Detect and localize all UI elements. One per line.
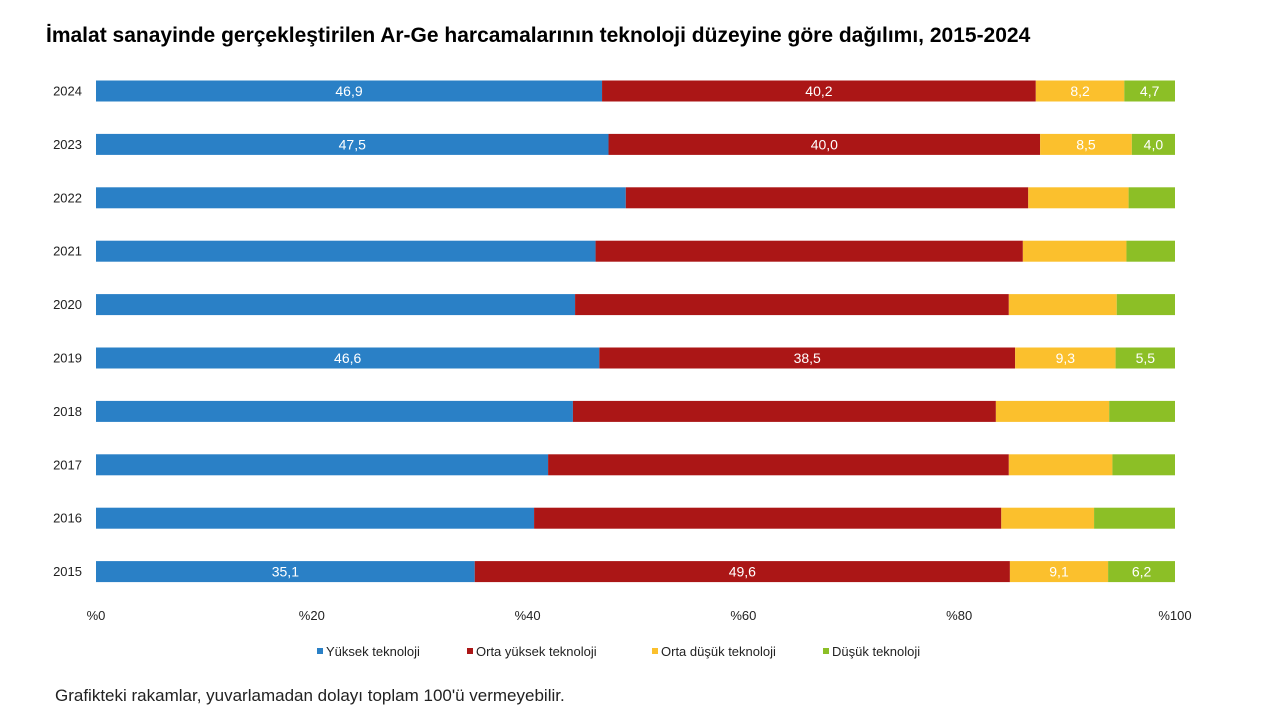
category-label-2019: 2019 bbox=[53, 351, 82, 366]
bar-2024-series-2 bbox=[1035, 80, 1125, 102]
bar-2017-series-1 bbox=[548, 454, 1009, 476]
bar-2016-series-2 bbox=[1001, 507, 1095, 529]
bar-2017-series-3 bbox=[1112, 454, 1175, 476]
legend-item-0: Yüksek teknoloji bbox=[317, 644, 420, 659]
legend-label-3: Düşük teknoloji bbox=[832, 644, 920, 659]
data-label-2023-series-1: 40,0 bbox=[811, 136, 838, 152]
x-tick-label-0: %0 bbox=[87, 608, 106, 623]
bar-2015-series-1 bbox=[474, 561, 1010, 583]
category-label-2017: 2017 bbox=[53, 457, 82, 472]
bar-2020-series-2 bbox=[1008, 294, 1117, 316]
legend-label-2: Orta düşük teknoloji bbox=[661, 644, 776, 659]
category-label-2022: 2022 bbox=[53, 190, 82, 205]
data-label-2019-series-3: 5,5 bbox=[1136, 350, 1156, 366]
bar-2019-series-1 bbox=[599, 347, 1016, 369]
bar-2017-series-0 bbox=[96, 454, 549, 476]
data-label-2023-series-2: 8,5 bbox=[1076, 136, 1096, 152]
bar-2022-series-0 bbox=[96, 187, 626, 209]
data-label-2015-series-1: 49,6 bbox=[729, 564, 756, 580]
bar-2024-series-1 bbox=[602, 80, 1036, 102]
data-label-2024-series-1: 40,2 bbox=[805, 83, 832, 99]
data-label-2024-series-0: 46,9 bbox=[335, 83, 362, 99]
bar-2016-series-0 bbox=[96, 507, 535, 529]
x-tick-label-4: %80 bbox=[946, 608, 972, 623]
bar-2016-series-3 bbox=[1094, 507, 1175, 529]
bar-2023-series-2 bbox=[1040, 133, 1132, 155]
category-label-2018: 2018 bbox=[53, 404, 82, 419]
legend-item-2: Orta düşük teknoloji bbox=[652, 644, 776, 659]
bar-2020-series-0 bbox=[96, 294, 576, 316]
category-label-2015: 2015 bbox=[53, 564, 82, 579]
category-label-2024: 2024 bbox=[53, 84, 82, 99]
bar-2021-series-3 bbox=[1126, 240, 1175, 262]
bar-2018-series-2 bbox=[995, 400, 1110, 422]
bar-2015-series-0 bbox=[96, 561, 475, 583]
x-tick-label-5: %100 bbox=[1158, 608, 1191, 623]
bar-2019-series-2 bbox=[1015, 347, 1116, 369]
x-tick-label-2: %40 bbox=[515, 608, 541, 623]
legend-swatch-3 bbox=[823, 648, 829, 654]
category-label-2021: 2021 bbox=[53, 244, 82, 259]
category-label-2020: 2020 bbox=[53, 297, 82, 312]
axis-layer: 2024 2023 2022 2021 2020 2019 2018 2017 2016 2015… bbox=[53, 84, 1192, 624]
bars-layer: 46,9 40,2 8,2 4,7 47,5 40,0 8,5 4,0 46,6 38,5 9,3 5… bbox=[96, 80, 1175, 583]
bar-2019-series-3 bbox=[1115, 347, 1175, 369]
bar-2022-series-3 bbox=[1128, 187, 1175, 209]
legend-label-0: Yüksek teknoloji bbox=[326, 644, 420, 659]
bar-2016-series-1 bbox=[534, 507, 1002, 529]
bar-2023-series-1 bbox=[608, 133, 1041, 155]
bar-2022-series-2 bbox=[1028, 187, 1129, 209]
data-label-2024-series-2: 8,2 bbox=[1070, 83, 1090, 99]
legend-item-1: Orta yüksek teknoloji bbox=[467, 644, 597, 659]
data-label-2015-series-3: 6,2 bbox=[1132, 564, 1152, 580]
legend-label-1: Orta yüksek teknoloji bbox=[476, 644, 597, 659]
data-label-2024-series-3: 4,7 bbox=[1140, 83, 1160, 99]
x-tick-label-1: %20 bbox=[299, 608, 325, 623]
bar-2017-series-2 bbox=[1008, 454, 1113, 476]
bar-2022-series-1 bbox=[625, 187, 1029, 209]
bar-2020-series-3 bbox=[1116, 294, 1175, 316]
bar-2018-series-1 bbox=[572, 400, 996, 422]
x-tick-label-3: %60 bbox=[730, 608, 756, 623]
bar-2024-series-3 bbox=[1124, 80, 1175, 102]
chart-title: İmalat sanayinde gerçekleştirilen Ar-Ge … bbox=[46, 24, 1031, 47]
data-label-2019-series-0: 46,6 bbox=[334, 350, 361, 366]
legend: Yüksek teknoloji Orta yüksek teknoloji Ort… bbox=[317, 644, 920, 659]
data-label-2015-series-0: 35,1 bbox=[272, 564, 299, 580]
bar-2024-series-0 bbox=[96, 80, 603, 102]
bar-2020-series-1 bbox=[575, 294, 1009, 316]
data-label-2019-series-1: 38,5 bbox=[794, 350, 821, 366]
bar-2023-series-3 bbox=[1131, 133, 1175, 155]
data-label-2023-series-0: 47,5 bbox=[339, 136, 366, 152]
legend-swatch-0 bbox=[317, 648, 323, 654]
bar-2018-series-3 bbox=[1109, 400, 1175, 422]
data-label-2019-series-2: 9,3 bbox=[1056, 350, 1076, 366]
category-label-2016: 2016 bbox=[53, 511, 82, 526]
bar-2019-series-0 bbox=[96, 347, 600, 369]
legend-swatch-2 bbox=[652, 648, 658, 654]
legend-swatch-1 bbox=[467, 648, 473, 654]
chart-footnote: Grafikteki rakamlar, yuvarlamadan dolayı… bbox=[55, 686, 565, 705]
data-label-2015-series-2: 9,1 bbox=[1049, 564, 1069, 580]
bar-2018-series-0 bbox=[96, 400, 573, 422]
category-label-2023: 2023 bbox=[53, 137, 82, 152]
bar-2021-series-1 bbox=[595, 240, 1023, 262]
bar-2015-series-3 bbox=[1108, 561, 1175, 583]
bar-2021-series-0 bbox=[96, 240, 596, 262]
bar-2015-series-2 bbox=[1009, 561, 1109, 583]
legend-item-3: Düşük teknoloji bbox=[823, 644, 920, 659]
data-label-2023-series-3: 4,0 bbox=[1144, 136, 1164, 152]
bar-2023-series-0 bbox=[96, 133, 609, 155]
bar-2021-series-2 bbox=[1022, 240, 1127, 262]
